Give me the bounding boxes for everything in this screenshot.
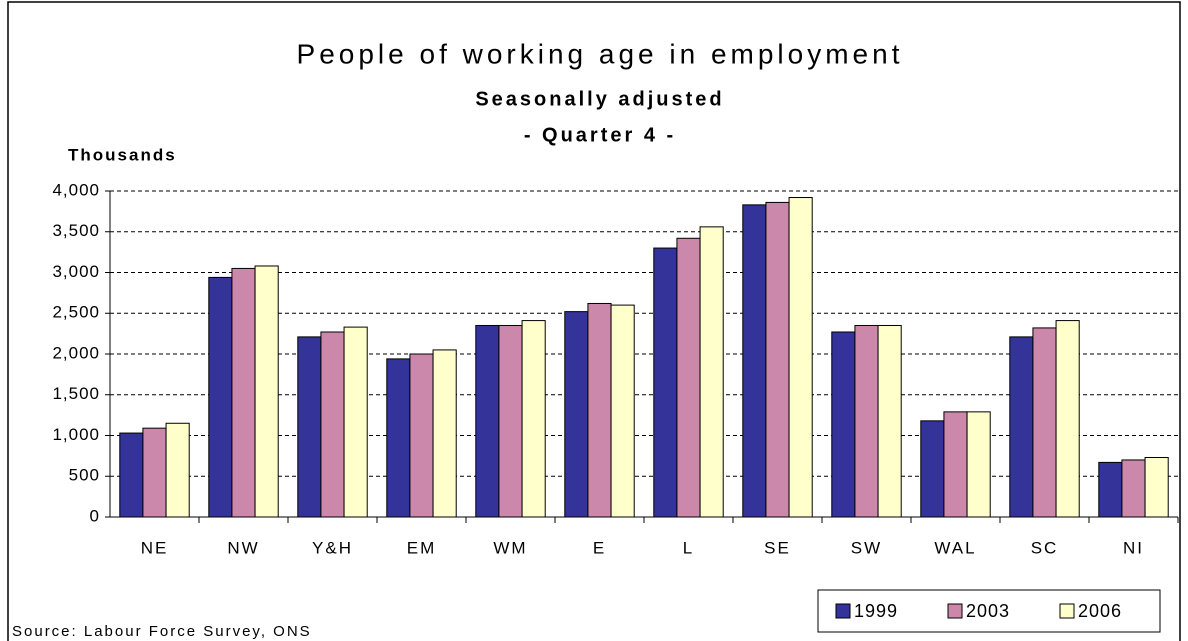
bar <box>564 311 589 518</box>
bar <box>1121 459 1146 518</box>
bar <box>742 204 767 518</box>
legend-label: 2003 <box>966 601 1010 621</box>
y-tick-label: 3,000 <box>52 262 100 281</box>
y-tick-label: 1,000 <box>52 425 100 444</box>
bar <box>208 276 233 518</box>
bar <box>676 237 701 518</box>
legend-label: 1999 <box>854 601 898 621</box>
bar <box>788 197 813 518</box>
bar <box>1098 461 1123 518</box>
x-tick-label: NE <box>141 538 169 557</box>
legend-swatch <box>947 603 963 619</box>
bar <box>587 302 612 518</box>
bar <box>521 320 546 518</box>
x-tick-label: EM <box>407 538 437 557</box>
bar <box>920 420 945 518</box>
bar <box>119 432 144 518</box>
y-tick-label: 2,000 <box>52 343 100 362</box>
bar <box>1032 327 1057 518</box>
x-tick-label: L <box>683 538 694 557</box>
legend-swatch <box>835 603 851 619</box>
bar <box>877 324 902 518</box>
bar <box>475 324 500 518</box>
x-tick-label: WAL <box>934 538 976 557</box>
bar <box>831 331 856 518</box>
y-tick-label: 1,500 <box>52 384 100 403</box>
bar <box>699 226 724 518</box>
x-tick-label: WM <box>493 538 527 557</box>
chart-title: People of working age in employment <box>297 38 904 69</box>
bar <box>142 427 167 518</box>
bar <box>765 201 790 518</box>
bar <box>254 265 279 518</box>
chart-subtitle: Seasonally adjusted <box>475 88 724 110</box>
x-tick-label: SW <box>851 538 882 557</box>
bar <box>432 349 457 518</box>
y-tick-label: 2,500 <box>52 303 100 322</box>
y-axis-label: Thousands <box>68 145 177 164</box>
bar <box>297 336 322 518</box>
bar <box>386 358 411 518</box>
y-tick-label: 0 <box>90 506 100 525</box>
bar <box>231 267 256 518</box>
y-tick-label: 4,000 <box>52 180 100 199</box>
bar <box>854 324 879 518</box>
bar <box>653 247 678 518</box>
bar <box>1055 320 1080 518</box>
bar <box>343 326 368 518</box>
bar <box>943 411 968 518</box>
x-tick-label: E <box>593 538 606 557</box>
source-note: Source: Labour Force Survey, ONS <box>12 623 312 640</box>
bar <box>610 304 635 518</box>
legend-box <box>817 589 1161 633</box>
bar <box>409 353 434 518</box>
y-tick-label: 500 <box>69 466 100 485</box>
bar <box>1144 457 1169 518</box>
x-tick-label: Y&H <box>312 538 353 557</box>
chart-period: - Quarter 4 - <box>524 124 676 146</box>
x-tick-label: SE <box>764 538 791 557</box>
x-tick-label: NI <box>1123 538 1144 557</box>
legend-swatch <box>1059 603 1075 619</box>
x-tick-label: NW <box>227 538 259 557</box>
bar <box>966 411 991 518</box>
bar <box>498 324 523 518</box>
bar <box>320 331 345 518</box>
x-tick-label: SC <box>1031 538 1059 557</box>
bar <box>1009 336 1034 518</box>
y-tick-label: 3,500 <box>52 221 100 240</box>
bar <box>165 422 190 518</box>
legend-label: 2006 <box>1078 601 1122 621</box>
